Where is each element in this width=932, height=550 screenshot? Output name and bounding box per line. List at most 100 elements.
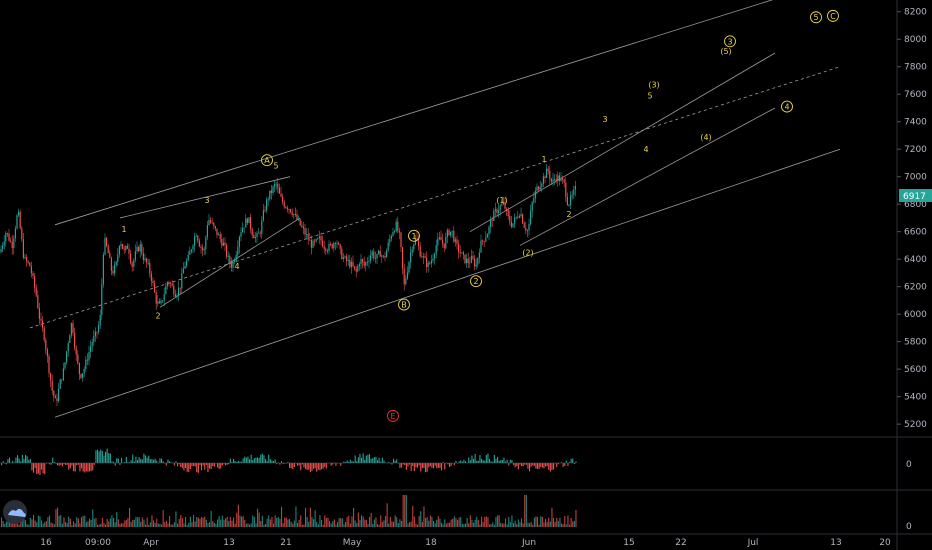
- volume-bar: [141, 517, 143, 527]
- candle-body: [213, 222, 215, 227]
- macd-bar: [511, 460, 513, 463]
- volume-bar: [137, 517, 139, 527]
- macd-bar: [442, 462, 444, 463]
- candle-body: [474, 258, 476, 267]
- macd-bar: [492, 461, 494, 463]
- time-tick-label: 20: [879, 538, 891, 548]
- volume-bar: [180, 515, 182, 527]
- price-axis: 8200 8000 7800 7600 7400 7200 7000 6800 6600 6400…: [897, 8, 927, 430]
- volume-bar: [485, 516, 487, 527]
- volume-bar: [545, 518, 547, 527]
- macd-bar: [108, 453, 110, 463]
- volume-bar: [428, 520, 430, 527]
- volume-bar: [269, 519, 271, 527]
- candle-body: [197, 235, 199, 241]
- macd-bar: [89, 463, 91, 472]
- candle-body: [133, 259, 135, 267]
- wave-label: 2: [566, 210, 571, 219]
- candle-body: [310, 239, 312, 248]
- macd-bar: [84, 463, 86, 473]
- candle-body: [117, 254, 119, 262]
- volume-bar: [196, 517, 198, 527]
- macd-bar: [348, 462, 350, 463]
- candle-body: [130, 253, 132, 263]
- candle-body: [349, 259, 351, 268]
- price-tick-label: 7600: [904, 90, 927, 100]
- volume-bar: [426, 516, 428, 527]
- candle-body: [448, 229, 450, 236]
- macd-bar: [148, 455, 150, 463]
- candle-body: [450, 231, 452, 236]
- macd-bar: [68, 463, 70, 470]
- candle-body: [162, 300, 164, 302]
- volume-bar: [45, 521, 47, 527]
- volume-bar: [529, 523, 531, 527]
- volume-bar: [37, 515, 39, 527]
- candle-body: [14, 228, 16, 239]
- volume-bar: [522, 523, 524, 527]
- volume-bar: [31, 519, 33, 527]
- volume-bar: [501, 523, 503, 527]
- volume-bar: [7, 520, 9, 527]
- volume-bar: [327, 517, 329, 527]
- candle-body: [277, 183, 279, 188]
- volume-bar: [212, 521, 214, 527]
- macd-bar: [114, 463, 116, 466]
- candle-body: [309, 239, 311, 241]
- candle-body: [248, 217, 250, 223]
- volume-bar: [367, 523, 369, 527]
- volume-bar: [473, 522, 475, 527]
- macd-bar: [140, 458, 142, 463]
- candle-body: [336, 243, 338, 244]
- volume-bar: [468, 523, 470, 527]
- macd-bar: [125, 456, 127, 463]
- candle-body: [437, 238, 439, 246]
- volume-bar: [562, 524, 564, 527]
- volume-bar: [255, 523, 257, 527]
- volume-bar: [321, 519, 323, 527]
- macd-bar: [487, 453, 489, 463]
- candle-body: [254, 236, 256, 239]
- macd-bar: [325, 463, 327, 469]
- macd-bar: [473, 458, 475, 463]
- candle-body: [208, 219, 210, 226]
- candle-body: [533, 198, 535, 203]
- volume-bar: [527, 522, 529, 527]
- candle-body: [194, 236, 196, 246]
- volume-bar: [135, 516, 137, 527]
- volume-bar: [433, 520, 435, 527]
- candle-body: [371, 251, 373, 256]
- macd-bar: [485, 455, 487, 463]
- volume-bar: [300, 515, 302, 527]
- volume-bar: [260, 521, 262, 527]
- volume-bar: [209, 522, 211, 527]
- candle-body: [518, 216, 520, 218]
- volume-bar: [362, 516, 364, 527]
- volume-bar: [124, 520, 126, 527]
- candle-body: [451, 230, 453, 232]
- volume-bar: [201, 517, 203, 527]
- volume-bar: [105, 524, 107, 527]
- candle-body: [43, 327, 45, 341]
- macd-bar: [133, 461, 135, 463]
- volume-bar: [2, 521, 4, 527]
- macd-bar: [170, 462, 172, 463]
- volume-bar: [213, 522, 215, 527]
- macd-bar: [391, 463, 393, 465]
- macd-bar: [316, 463, 318, 472]
- volume-bar: [341, 518, 343, 527]
- volume-bar: [489, 524, 491, 527]
- price-tick-label: 5400: [904, 393, 927, 403]
- time-tick-label: Jun: [521, 538, 536, 548]
- tradingview-logo[interactable]: [3, 500, 27, 524]
- macd-bar: [276, 463, 278, 465]
- candle-body: [315, 239, 317, 242]
- macd-bar: [425, 463, 427, 473]
- candle-body: [443, 243, 445, 249]
- volume-bar: [231, 520, 233, 527]
- macd-bar: [402, 463, 404, 465]
- macd-bar: [535, 463, 537, 469]
- volume-bar: [375, 517, 377, 527]
- time-tick-label: Jul: [747, 538, 759, 548]
